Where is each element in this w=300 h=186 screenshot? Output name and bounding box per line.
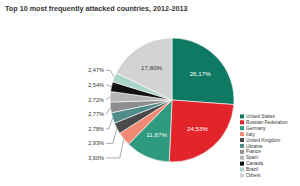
- legend-swatch: [240, 132, 244, 136]
- legend-swatch: [240, 156, 244, 160]
- data-labels: 26,17% 24,53% 11,67% 3,60% 2,93% 2,78% 2,77% 2,…: [88, 64, 211, 161]
- data-label: 2,72%: [88, 97, 104, 103]
- legend-label: Spain: [246, 155, 259, 160]
- legend-swatch: [240, 168, 244, 172]
- data-label: 2,47%: [88, 67, 104, 73]
- pie-slice: [116, 38, 172, 100]
- chart-container: Top 10 most frequently attacked countrie…: [0, 0, 300, 186]
- data-label: 2,78%: [88, 126, 104, 132]
- legend-swatch: [240, 120, 244, 124]
- data-label: 17,80%: [141, 64, 162, 71]
- data-label: 3,60%: [88, 155, 104, 161]
- legend-label: Canada: [246, 161, 263, 166]
- leader-line: [106, 118, 113, 129]
- data-label: 24,53%: [187, 125, 208, 132]
- legend-swatch: [240, 114, 244, 118]
- legend-swatch: [240, 173, 244, 177]
- chart-svg: Top 10 most frequently attacked countrie…: [0, 0, 300, 186]
- legend-swatch: [240, 144, 244, 148]
- legend-label: Brazil: [246, 167, 258, 172]
- leader-line: [106, 85, 111, 87]
- leader-line: [106, 139, 124, 158]
- legend-label: United States: [246, 114, 275, 119]
- leader-line: [106, 70, 114, 77]
- legend-label: Italy: [246, 132, 255, 137]
- leader-line: [106, 128, 117, 143]
- data-label: 11,67%: [146, 131, 167, 138]
- data-label: 26,17%: [190, 70, 211, 77]
- pie-slice: [169, 100, 234, 162]
- legend-label: Ukraine: [246, 144, 263, 149]
- legend-label: France: [246, 149, 261, 154]
- legend-label: Others: [246, 173, 261, 178]
- legend-swatch: [240, 138, 244, 142]
- leader-line: [106, 97, 110, 100]
- legend-label: Germany: [246, 126, 266, 131]
- chart-title: Top 10 most frequently attacked countrie…: [5, 4, 187, 13]
- legend-swatch: [240, 150, 244, 154]
- legend: United StatesRussian FederationGermanyIt…: [240, 114, 288, 178]
- data-label: 2,77%: [88, 111, 104, 117]
- pie-slice: [172, 38, 234, 105]
- legend-swatch: [240, 126, 244, 130]
- legend-label: Russian Federation: [246, 120, 288, 125]
- legend-swatch: [240, 162, 244, 166]
- data-label: 2,93%: [88, 140, 104, 146]
- data-label: 2,54%: [88, 82, 104, 88]
- pie: [110, 38, 234, 162]
- legend-label: United Kingdom: [246, 138, 280, 143]
- leader-line: [106, 107, 110, 114]
